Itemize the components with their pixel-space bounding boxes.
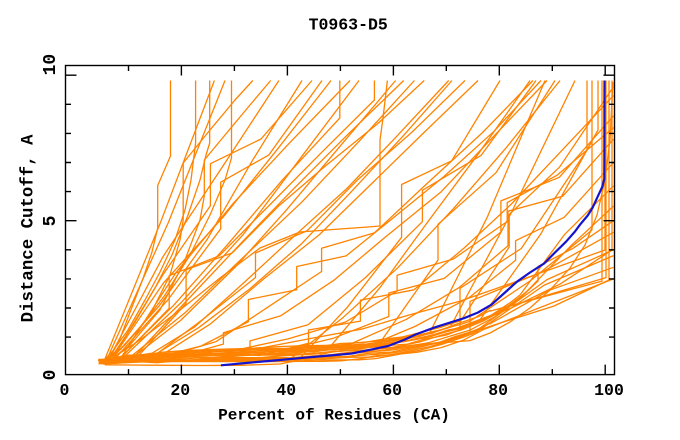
- svg-text:80: 80: [488, 381, 508, 400]
- svg-text:0: 0: [60, 381, 70, 400]
- svg-text:100: 100: [594, 381, 624, 400]
- svg-text:0: 0: [41, 369, 61, 380]
- svg-text:20: 20: [170, 381, 190, 400]
- svg-text:10: 10: [41, 54, 61, 76]
- svg-text:Distance Cutoff, A: Distance Cutoff, A: [20, 134, 39, 322]
- svg-text:T0963-D5: T0963-D5: [309, 16, 388, 35]
- svg-text:40: 40: [276, 381, 296, 400]
- svg-text:60: 60: [382, 381, 402, 400]
- svg-text:5: 5: [41, 215, 61, 226]
- svg-text:Percent of Residues (CA): Percent of Residues (CA): [218, 406, 450, 424]
